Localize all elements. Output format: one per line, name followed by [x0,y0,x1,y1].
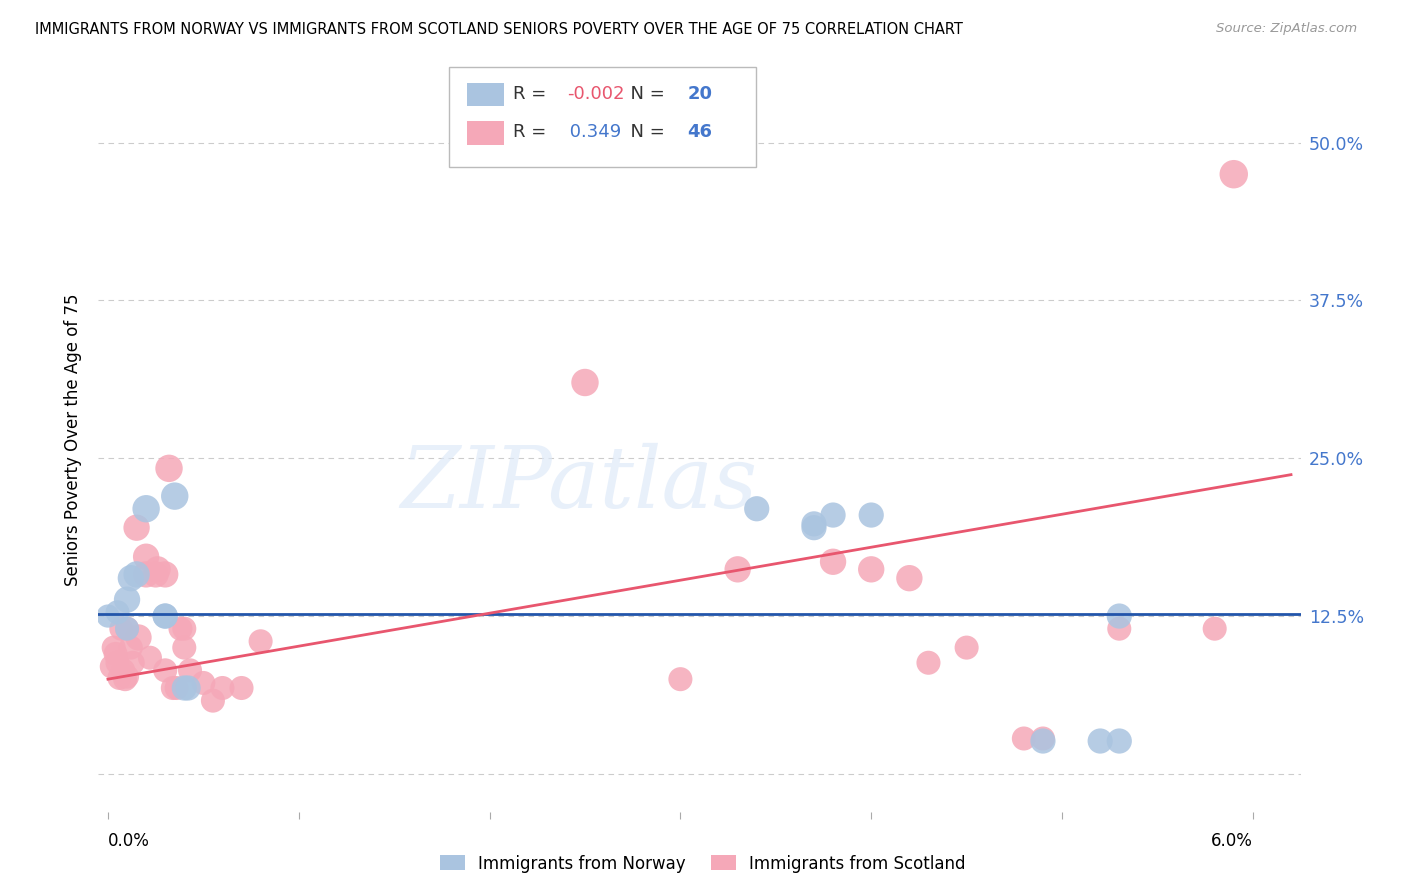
Point [231,681,253,695]
Point [128,631,150,645]
Point [139,650,162,665]
Point [1032,734,1054,748]
Point [169,622,191,636]
Point [101,659,124,673]
Point [1088,734,1111,748]
Text: 0.349: 0.349 [564,123,621,141]
Point [821,508,844,522]
Point [125,567,148,582]
Point [162,681,184,695]
Point [803,516,825,531]
Text: IMMIGRANTS FROM NORWAY VS IMMIGRANTS FROM SCOTLAND SENIORS POVERTY OVER THE AGE : IMMIGRANTS FROM NORWAY VS IMMIGRANTS FRO… [35,22,963,37]
Point [211,681,233,695]
Point [1012,731,1035,746]
Point [956,640,979,655]
Point [115,670,138,684]
Text: N =: N = [619,123,665,141]
Point [121,656,143,670]
Point [1032,731,1054,746]
FancyBboxPatch shape [467,83,503,106]
Point [135,501,157,516]
Point [803,521,825,535]
Text: N =: N = [619,86,665,103]
Point [821,555,844,569]
Text: 46: 46 [688,123,713,141]
Text: Source: ZipAtlas.com: Source: ZipAtlas.com [1216,22,1357,36]
Point [917,656,939,670]
Point [115,592,138,607]
Text: 20: 20 [688,86,713,103]
Y-axis label: Seniors Poverty Over the Age of 75: Seniors Poverty Over the Age of 75 [65,293,83,585]
Point [574,376,596,390]
Point [157,461,180,475]
Point [1108,734,1130,748]
Point [166,681,188,695]
Point [104,647,127,661]
Point [108,671,131,685]
Point [177,681,200,695]
Point [193,676,215,690]
Point [115,622,138,636]
Point [120,571,142,585]
Text: 0.0%: 0.0% [108,832,150,850]
Point [97,609,120,624]
Point [155,609,177,624]
Point [201,693,224,707]
Text: R =: R = [513,123,547,141]
Point [1222,167,1246,181]
Point [860,562,883,576]
Text: R =: R = [513,86,547,103]
Point [669,672,692,686]
Point [155,609,177,624]
Point [125,521,148,535]
Point [898,571,921,585]
Point [727,562,749,576]
Point [135,567,157,582]
Point [107,656,129,670]
FancyBboxPatch shape [450,67,756,168]
Point [173,681,195,695]
Text: 6.0%: 6.0% [1211,832,1253,850]
Point [155,567,177,582]
Point [145,567,167,582]
Point [173,640,195,655]
Point [249,634,271,648]
Point [1108,609,1130,624]
Point [115,622,138,636]
Text: ZIPatlas: ZIPatlas [401,442,758,525]
Point [173,622,195,636]
Point [120,640,142,655]
Point [112,663,135,677]
Point [1108,622,1130,636]
Point [163,489,186,503]
FancyBboxPatch shape [467,121,503,145]
Point [146,562,169,576]
Point [745,501,768,516]
Point [860,508,883,522]
Point [1204,622,1226,636]
Point [179,663,201,677]
Point [114,672,136,686]
Point [155,663,177,677]
Text: -0.002: -0.002 [567,86,624,103]
Legend: Immigrants from Norway, Immigrants from Scotland: Immigrants from Norway, Immigrants from … [433,848,973,880]
Point [107,605,129,619]
Point [110,622,132,636]
Point [103,640,125,655]
Point [135,549,157,564]
